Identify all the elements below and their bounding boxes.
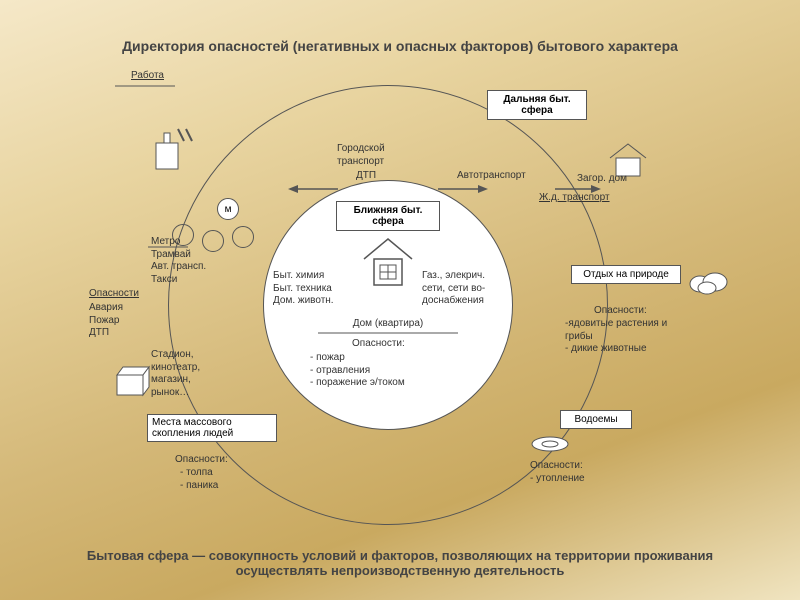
water-dangers-list: - утопление	[530, 473, 585, 486]
country-house-label: Загор. дом	[577, 173, 627, 186]
arrow-left	[288, 183, 338, 195]
work-label: Работа	[131, 70, 164, 83]
house-icon	[360, 235, 416, 291]
nature-dangers-list: -ядовитые растения и грибы - дикие живот…	[565, 318, 695, 356]
mini-circle-3	[232, 226, 254, 248]
metro-list: Метро Трамвай Авт. трансп. Такси	[151, 236, 231, 286]
center-label: Дом (квартира)	[338, 318, 438, 331]
mass-gathering-box: Места массового скопления людей	[147, 414, 277, 442]
work-underline	[115, 85, 175, 89]
center-underline	[318, 332, 458, 336]
mass-dangers-title: Опасности:	[175, 454, 228, 467]
page-footer: Бытовая сфера — совокупность условий и ф…	[0, 548, 800, 578]
left-dangers-list: Авария Пожар ДТП	[89, 302, 123, 340]
water-dangers-title: Опасности:	[530, 460, 583, 473]
m-circle: м	[217, 198, 239, 220]
dtp-label: ДТП	[356, 170, 376, 183]
railway-label: Ж.д. транспорт	[539, 192, 610, 205]
nature-box: Отдых на природе	[571, 265, 681, 284]
page-title: Директория опасностей (негативных и опас…	[0, 38, 800, 54]
center-dangers-list: - пожар - отравления - поражение э/током	[310, 352, 450, 390]
mass-dangers-list: - толпа - паника	[180, 467, 218, 492]
outer-sphere-box: Дальняя быт. сфера	[487, 90, 587, 120]
metro-underline	[148, 246, 188, 248]
water-box: Водоемы	[560, 410, 632, 429]
water-icon	[530, 435, 570, 453]
left-dangers-title: Опасности	[89, 288, 139, 301]
auto-label: Автотранспорт	[457, 170, 526, 183]
center-left-list: Быт. химия Быт. техника Дом. животн.	[273, 270, 353, 308]
stadium-icon	[115, 365, 149, 399]
center-right-list: Газ., элекрич. сети, сети во-доснабжения	[422, 270, 504, 308]
center-dangers-title: Опасности:	[352, 338, 405, 351]
cloud-icon	[685, 268, 731, 296]
arrow-right	[438, 183, 488, 195]
nature-dangers-title: Опасности:	[594, 305, 647, 318]
inner-sphere-box: Ближняя быт. сфера	[336, 201, 440, 231]
work-icon	[150, 125, 200, 175]
stadium-label: Стадион, кинотеатр, магазин, рынок…	[151, 349, 221, 399]
city-transport-label: Городской транспорт	[337, 143, 417, 168]
